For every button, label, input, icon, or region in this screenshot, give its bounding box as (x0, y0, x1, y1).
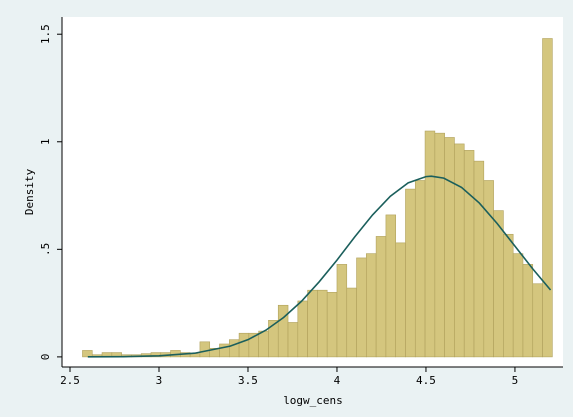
x-tick-label: 2.5 (60, 374, 80, 387)
y-tick-label: 1.5 (39, 24, 52, 44)
bar (493, 210, 504, 358)
density-curve (87, 175, 552, 358)
bar (82, 350, 93, 358)
bar (326, 292, 338, 358)
bar (424, 130, 436, 358)
bar (258, 330, 269, 358)
bar (483, 180, 494, 358)
x-axis-title: logw_cens (283, 394, 343, 407)
bar (434, 132, 445, 358)
bar (522, 264, 534, 358)
bar (287, 322, 299, 358)
bar (297, 300, 308, 358)
bar (463, 150, 475, 358)
bar (405, 188, 416, 358)
x-tick-label: 3 (156, 374, 163, 387)
y-tick-label: 0 (39, 354, 52, 361)
bar (366, 253, 377, 358)
bar (307, 289, 318, 358)
y-tick-label: .5 (39, 243, 52, 256)
bar (356, 257, 367, 358)
bar (542, 38, 553, 358)
x-tick-label: 5 (512, 374, 519, 387)
bar (346, 287, 357, 358)
bar (503, 233, 514, 358)
bar (454, 143, 465, 358)
bar (444, 137, 455, 358)
x-tick-label: 4 (334, 374, 341, 387)
bar (277, 304, 289, 358)
bar (317, 289, 328, 358)
bar (228, 339, 240, 358)
bar (532, 283, 543, 358)
bar (473, 160, 485, 358)
y-axis-title: Density (23, 168, 36, 215)
y-tick-label: 1 (39, 138, 52, 145)
bar (385, 214, 397, 358)
bar (414, 180, 426, 358)
bar (512, 253, 524, 358)
bar (199, 341, 211, 358)
x-tick-label: 3.5 (238, 374, 258, 387)
bar (395, 242, 406, 358)
bar (375, 236, 387, 358)
bar (238, 332, 250, 358)
bar (336, 264, 348, 358)
x-tick-label: 4.5 (416, 374, 436, 387)
bar (268, 320, 279, 358)
